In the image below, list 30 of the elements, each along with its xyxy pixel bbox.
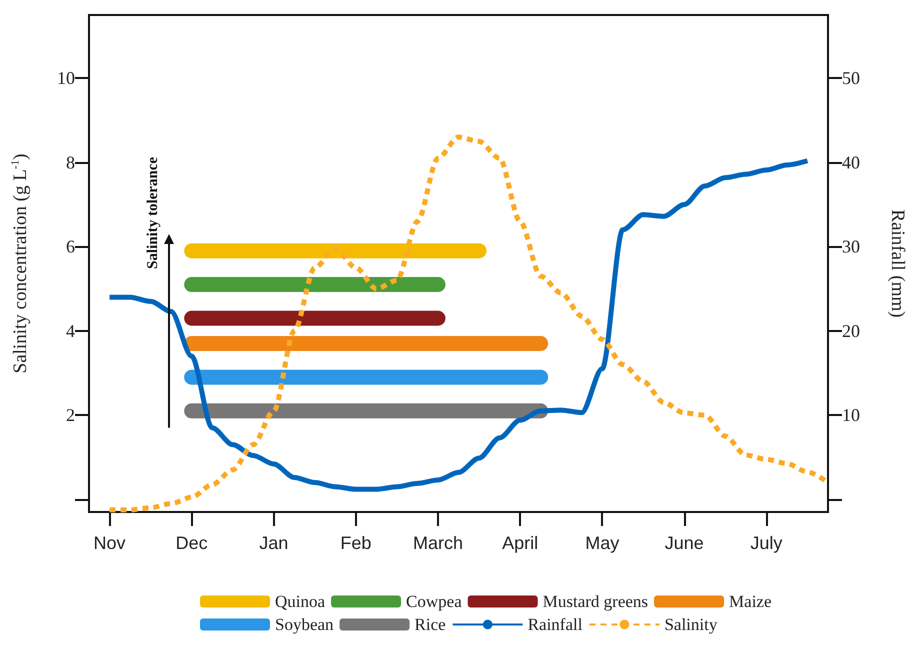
y2-axis-title: Rainfall (mm) (887, 209, 908, 318)
annotation: Salinity tolerance (145, 156, 161, 269)
x-tick-label: Feb (340, 533, 372, 553)
x-tick-label: April (502, 533, 538, 553)
x-tick-label: Jan (259, 533, 288, 553)
y2-tick-label: 30 (842, 236, 860, 257)
y2-tick-label: 40 (842, 152, 860, 172)
y2-tick-label: 10 (842, 405, 860, 426)
legend-label: Maize (729, 592, 772, 611)
y-tick-label: 6 (66, 236, 75, 257)
y-tick-label: 4 (66, 320, 75, 341)
x-tick-label: June (664, 533, 704, 553)
legend-label: Soybean (275, 615, 334, 634)
x-tick-label: Dec (176, 533, 208, 553)
y2-tick-label: 20 (842, 320, 860, 341)
x-tick-label: Nov (94, 533, 126, 553)
legend-label: Quinoa (275, 592, 326, 611)
x-tick-label: March (412, 533, 463, 553)
y-axis-title: Salinity concentration (g L-1) (10, 154, 31, 374)
y-tick-label: 10 (57, 68, 75, 88)
legend-label: Cowpea (406, 592, 462, 611)
legend-label: Salinity (664, 615, 718, 634)
y-tick-label: 2 (66, 405, 75, 426)
x-tick-label: July (750, 533, 782, 553)
y2-tick-label: 50 (842, 68, 860, 88)
y-tick-label: 8 (66, 152, 75, 172)
x-tick-label: May (585, 533, 620, 553)
legend-label: Rainfall (528, 615, 583, 634)
legend-label: Rice (414, 615, 446, 634)
legend-label: Mustard greens (542, 592, 648, 611)
